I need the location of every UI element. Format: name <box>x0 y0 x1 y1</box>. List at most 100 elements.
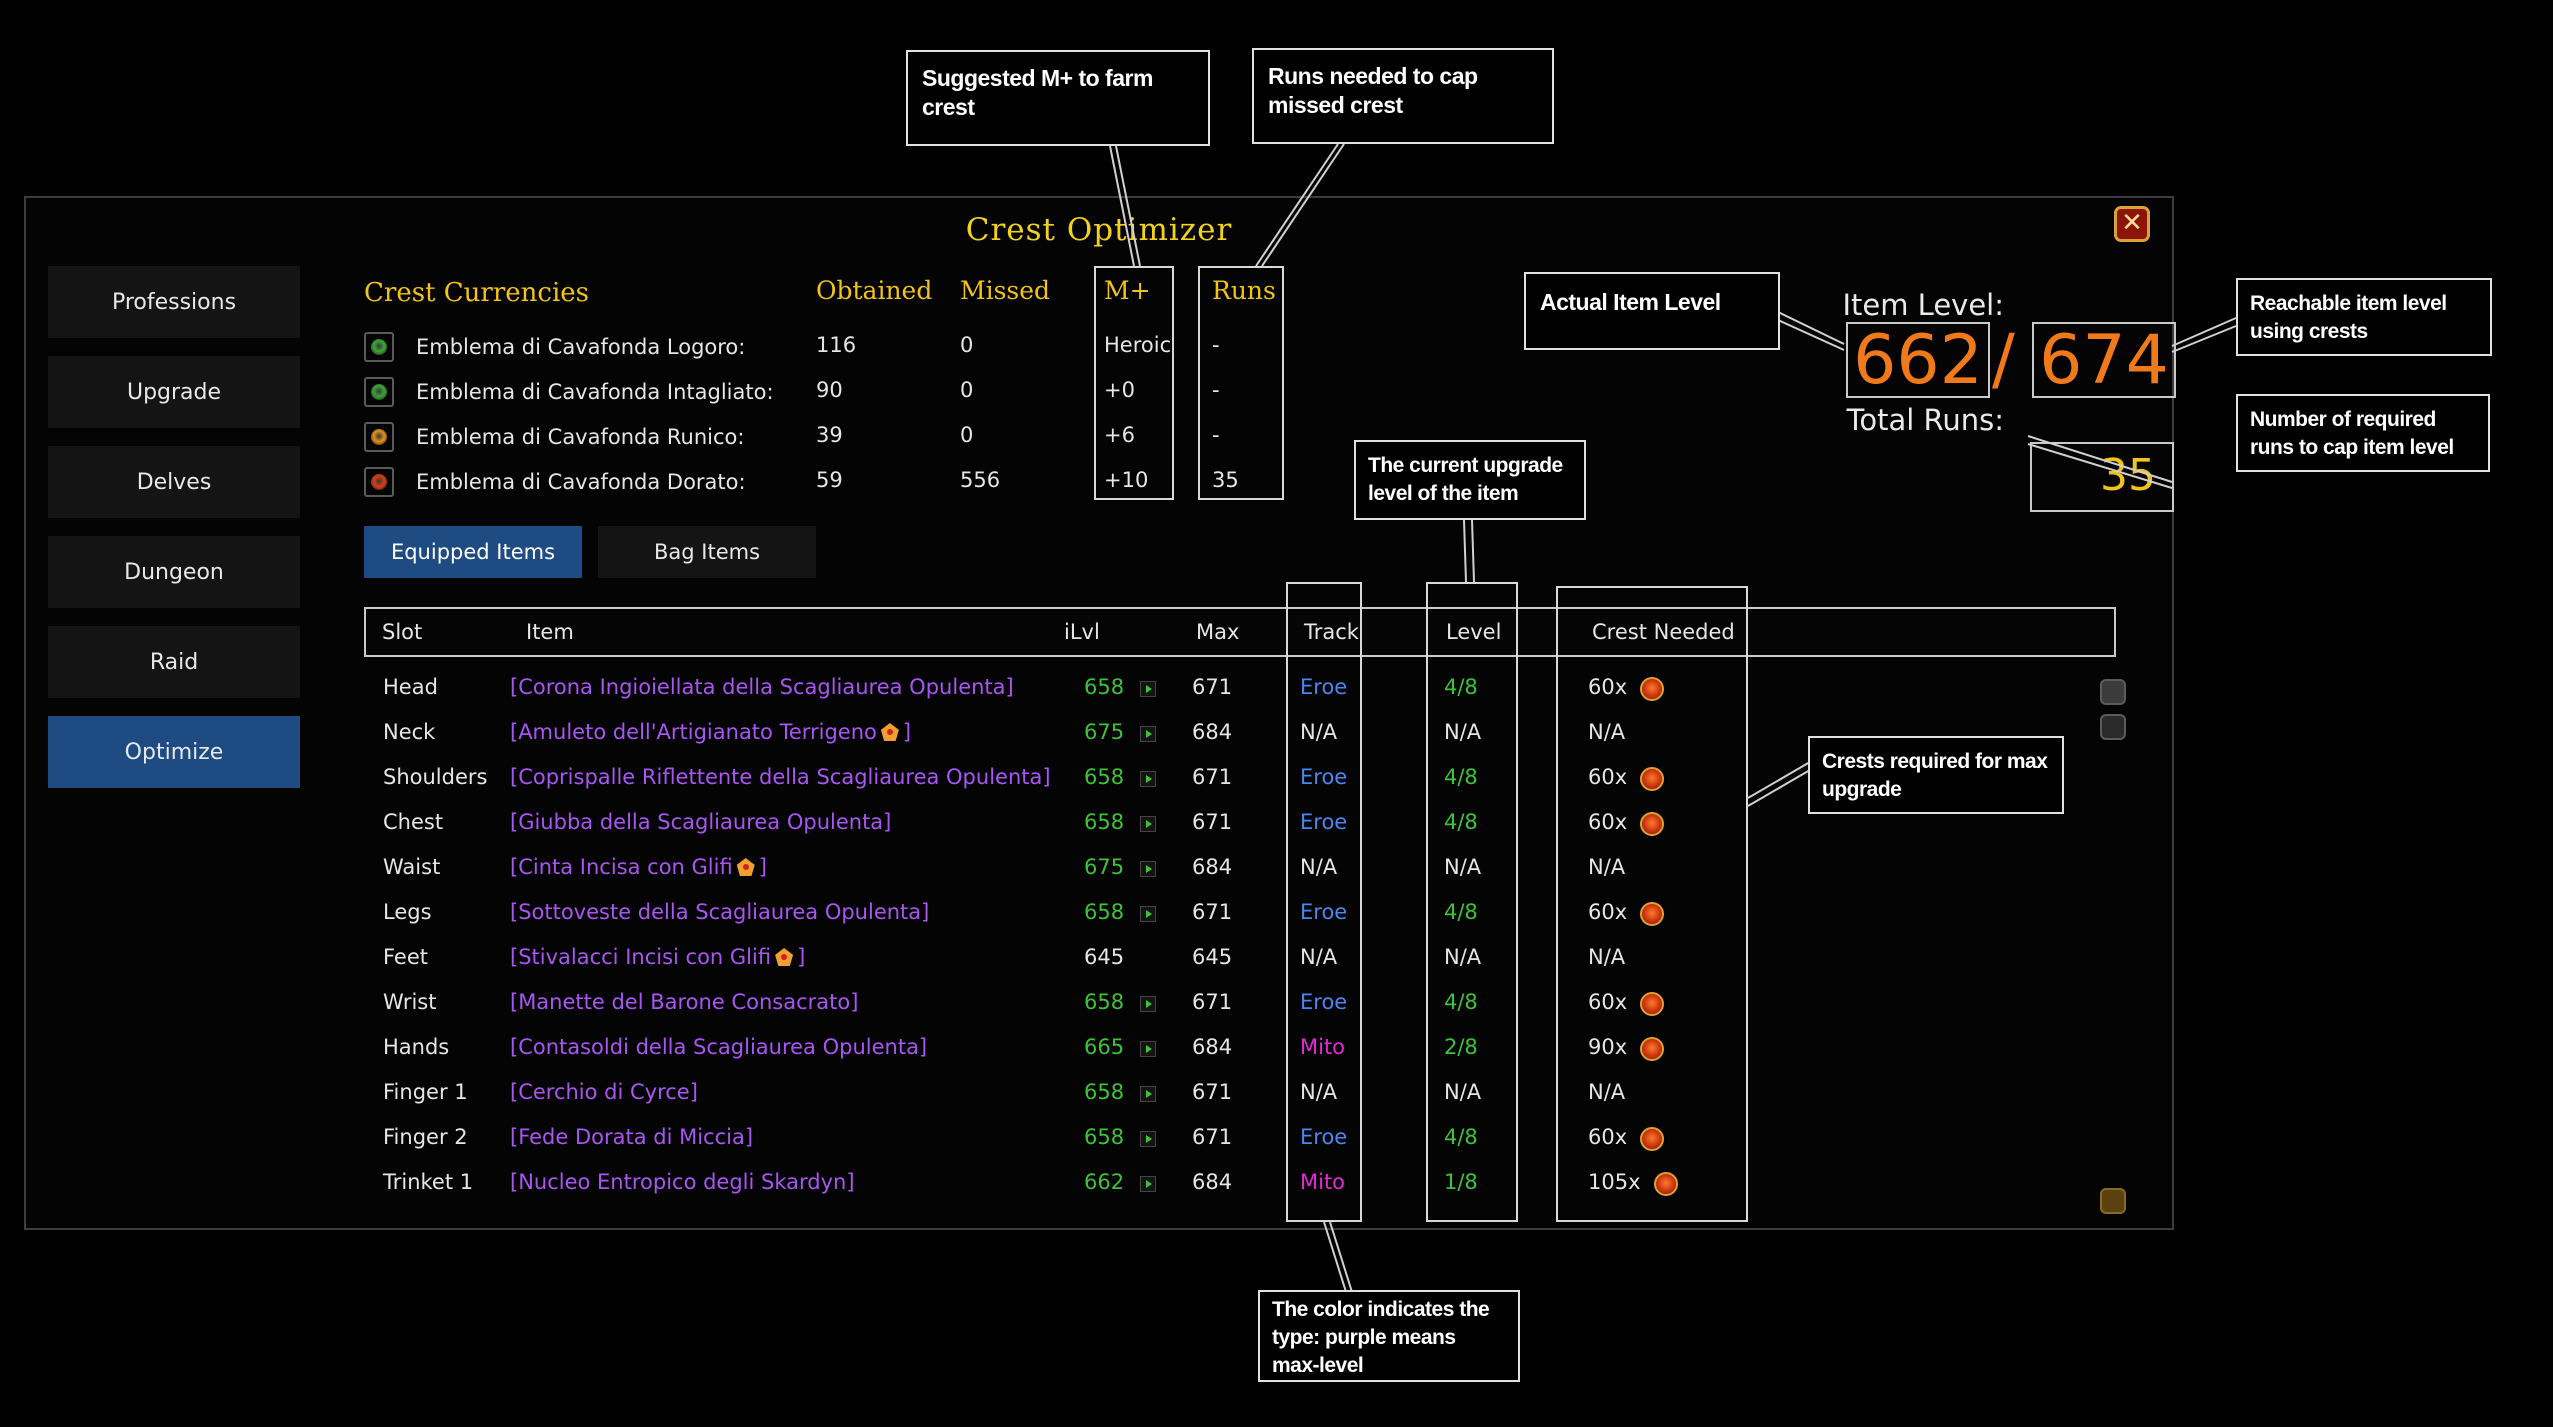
reachable-item-level: 674 <box>2032 322 2176 398</box>
currency-mplus: +10 <box>1104 468 1149 492</box>
crest-dorato-icon <box>1640 812 1664 836</box>
row-item-link[interactable]: [Cerchio di Cyrce] <box>510 1080 698 1104</box>
col-obtained-header: Obtained <box>816 276 933 305</box>
table-row: Head [Corona Ingioiellata della Scagliau… <box>26 667 2176 711</box>
row-level: N/A <box>1444 1080 1482 1104</box>
tab-bag-items[interactable]: Bag Items <box>598 526 816 578</box>
row-track: Mito <box>1300 1170 1346 1194</box>
callout-reachable-item-level: Reachable item level using crests <box>2236 278 2492 356</box>
row-max: 671 <box>1192 675 1233 699</box>
sidebar-item-optimize[interactable]: Optimize <box>48 716 300 788</box>
upgrade-arrow-icon <box>1140 816 1156 832</box>
row-item-link[interactable]: [Coprispalle Riflettente della Scagliaur… <box>510 765 1051 789</box>
callout-runs-needed: Runs needed to cap missed crest <box>1252 48 1554 144</box>
crest-dorato-icon <box>1640 902 1664 926</box>
row-item-link[interactable]: [Manette del Barone Consacrato] <box>510 990 859 1014</box>
tab-equipped-items[interactable]: Equipped Items <box>364 526 582 578</box>
row-item-link[interactable]: [Contasoldi della Scagliaurea Opulenta] <box>510 1035 928 1059</box>
row-slot: Finger 1 <box>383 1080 468 1104</box>
row-slot: Chest <box>383 810 444 834</box>
row-crest-needed: N/A <box>1588 945 1626 969</box>
sidebar-item-upgrade[interactable]: Upgrade <box>48 356 300 428</box>
currency-mplus: Heroic <box>1104 333 1172 357</box>
row-max: 671 <box>1192 990 1233 1014</box>
header-slot: Slot <box>382 620 423 644</box>
col-runs-header: Runs <box>1212 276 1276 305</box>
scroll-up-button[interactable] <box>2100 679 2126 705</box>
row-level: N/A <box>1444 945 1482 969</box>
row-crest-needed: N/A <box>1588 720 1626 744</box>
crest-green-icon <box>364 332 394 362</box>
table-row: Finger 1 [Cerchio di Cyrce] 658 671 N/A … <box>26 1072 2176 1116</box>
table-header: Slot Item iLvl Max Track Level Crest Nee… <box>364 607 2116 657</box>
row-level: 4/8 <box>1444 675 1478 699</box>
row-ilvl: 658 <box>1084 810 1125 834</box>
sidebar-item-delves[interactable]: Delves <box>48 446 300 518</box>
row-crest-needed: 90x <box>1588 1035 1628 1059</box>
row-item-link[interactable]: [Amuleto dell'Artigianato Terrigeno] <box>510 720 912 744</box>
row-track: Eroe <box>1300 810 1348 834</box>
row-track: Mito <box>1300 1035 1346 1059</box>
crest-currencies-title: Crest Currencies <box>364 278 589 308</box>
currency-name: Emblema di Cavafonda Intagliato: <box>416 380 774 404</box>
upgrade-arrow-icon <box>1140 861 1156 877</box>
row-max: 645 <box>1192 945 1233 969</box>
row-slot: Finger 2 <box>383 1125 468 1149</box>
col-missed-header: Missed <box>960 276 1051 305</box>
upgrade-arrow-icon <box>1140 906 1156 922</box>
row-ilvl: 658 <box>1084 900 1125 924</box>
row-max: 671 <box>1192 900 1233 924</box>
row-ilvl: 658 <box>1084 990 1125 1014</box>
header-ilvl: iLvl <box>1064 620 1100 644</box>
crest-dorato-icon <box>1640 677 1664 701</box>
currency-obtained: 39 <box>816 423 843 447</box>
row-level: 4/8 <box>1444 765 1478 789</box>
upgrade-arrow-icon <box>1140 726 1156 742</box>
row-crest-needed: 60x <box>1588 900 1628 924</box>
callout-actual-item-level: Actual Item Level <box>1524 272 1780 350</box>
currency-missed: 0 <box>960 423 974 447</box>
scroll-thumb[interactable] <box>2100 714 2126 740</box>
row-max: 684 <box>1192 1170 1233 1194</box>
row-track: Eroe <box>1300 765 1348 789</box>
row-item-link[interactable]: [Fede Dorata di Miccia] <box>510 1125 754 1149</box>
window-title: Crest Optimizer <box>965 212 1233 248</box>
total-runs-value: 35 <box>2030 442 2174 512</box>
row-item-link[interactable]: [Nucleo Entropico degli Skardyn] <box>510 1170 855 1194</box>
row-crest-needed: N/A <box>1588 855 1626 879</box>
table-row: Finger 2 [Fede Dorata di Miccia] 658 671… <box>26 1117 2176 1161</box>
sidebar-item-raid[interactable]: Raid <box>48 626 300 698</box>
scroll-down-button[interactable] <box>2100 1188 2126 1214</box>
crest-red-icon <box>364 467 394 497</box>
level-column-highlight <box>1426 582 1518 1222</box>
header-track: Track <box>1304 620 1359 644</box>
row-max: 684 <box>1192 720 1233 744</box>
sidebar-item-professions[interactable]: Professions <box>48 266 300 338</box>
row-track: N/A <box>1300 855 1338 879</box>
row-item-link[interactable]: [Stivalacci Incisi con Glifi] <box>510 945 806 969</box>
item-level-label: Item Level: <box>1842 288 2004 322</box>
row-crest-needed: 60x <box>1588 765 1628 789</box>
callout-crests-required: Crests required for max upgrade <box>1808 736 2064 814</box>
crest-dorato-icon <box>1640 1127 1664 1151</box>
close-button[interactable]: ✕ <box>2114 206 2150 242</box>
row-max: 684 <box>1192 855 1233 879</box>
row-item-link[interactable]: [Giubba della Scagliaurea Opulenta] <box>510 810 892 834</box>
gem-icon <box>880 723 899 741</box>
row-slot: Waist <box>383 855 441 879</box>
row-item-link[interactable]: [Cinta Incisa con Glifi] <box>510 855 767 879</box>
track-column-highlight <box>1286 582 1362 1222</box>
row-track: Eroe <box>1300 900 1348 924</box>
row-item-link[interactable]: [Sottoveste della Scagliaurea Opulenta] <box>510 900 930 924</box>
currency-row: Emblema di Cavafonda Dorato: 59 556 +10 … <box>364 465 1324 501</box>
row-track: N/A <box>1300 1080 1338 1104</box>
row-item-link[interactable]: [Corona Ingioiellata della Scagliaurea O… <box>510 675 1014 699</box>
col-mplus-header: M+ <box>1104 276 1151 305</box>
row-max: 684 <box>1192 1035 1233 1059</box>
sidebar-item-dungeon[interactable]: Dungeon <box>48 536 300 608</box>
row-slot: Hands <box>383 1035 450 1059</box>
row-level: 4/8 <box>1444 990 1478 1014</box>
row-slot: Head <box>383 675 438 699</box>
header-item: Item <box>526 620 574 644</box>
row-ilvl: 675 <box>1084 720 1125 744</box>
